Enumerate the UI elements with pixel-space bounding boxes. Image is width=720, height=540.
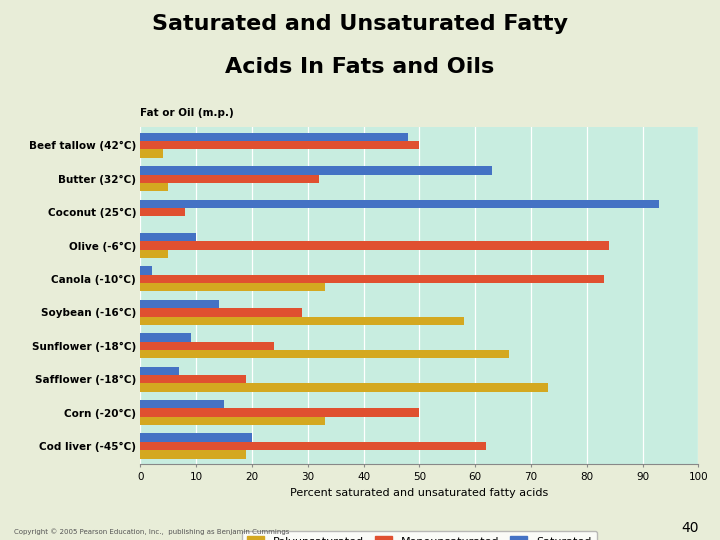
- Bar: [140, 283, 325, 292]
- Bar: [140, 316, 464, 325]
- Bar: [140, 183, 168, 191]
- Text: Copyright © 2005 Pearson Education, Inc.,  publishing as Benjamin Cummings: Copyright © 2005 Pearson Education, Inc.…: [14, 528, 289, 535]
- Text: Acids In Fats and Oils: Acids In Fats and Oils: [225, 57, 495, 77]
- Text: Fat or Oil (m.p.): Fat or Oil (m.p.): [140, 109, 233, 118]
- Bar: [140, 266, 152, 275]
- Bar: [140, 400, 224, 408]
- Text: Saturated and Unsaturated Fatty: Saturated and Unsaturated Fatty: [152, 14, 568, 33]
- Bar: [140, 342, 274, 350]
- Text: 40: 40: [681, 521, 698, 535]
- Bar: [140, 174, 319, 183]
- Bar: [140, 200, 660, 208]
- Bar: [140, 300, 219, 308]
- X-axis label: Percent saturated and unsaturated fatty acids: Percent saturated and unsaturated fatty …: [290, 488, 549, 497]
- Bar: [140, 417, 325, 425]
- Bar: [140, 408, 419, 417]
- Bar: [140, 233, 196, 241]
- Bar: [140, 275, 603, 283]
- Bar: [140, 166, 492, 174]
- Bar: [140, 434, 252, 442]
- Bar: [140, 350, 509, 359]
- Bar: [140, 150, 163, 158]
- Bar: [140, 141, 419, 150]
- Bar: [140, 308, 302, 316]
- Bar: [140, 383, 548, 392]
- Bar: [140, 367, 179, 375]
- Bar: [140, 133, 408, 141]
- Bar: [140, 442, 487, 450]
- Bar: [140, 375, 246, 383]
- Bar: [140, 450, 246, 458]
- Legend: Polyunsaturated, Monounsaturated, Saturated: Polyunsaturated, Monounsaturated, Satura…: [242, 531, 597, 540]
- Bar: [140, 333, 191, 342]
- Bar: [140, 241, 609, 249]
- Bar: [140, 249, 168, 258]
- Bar: [140, 208, 185, 217]
